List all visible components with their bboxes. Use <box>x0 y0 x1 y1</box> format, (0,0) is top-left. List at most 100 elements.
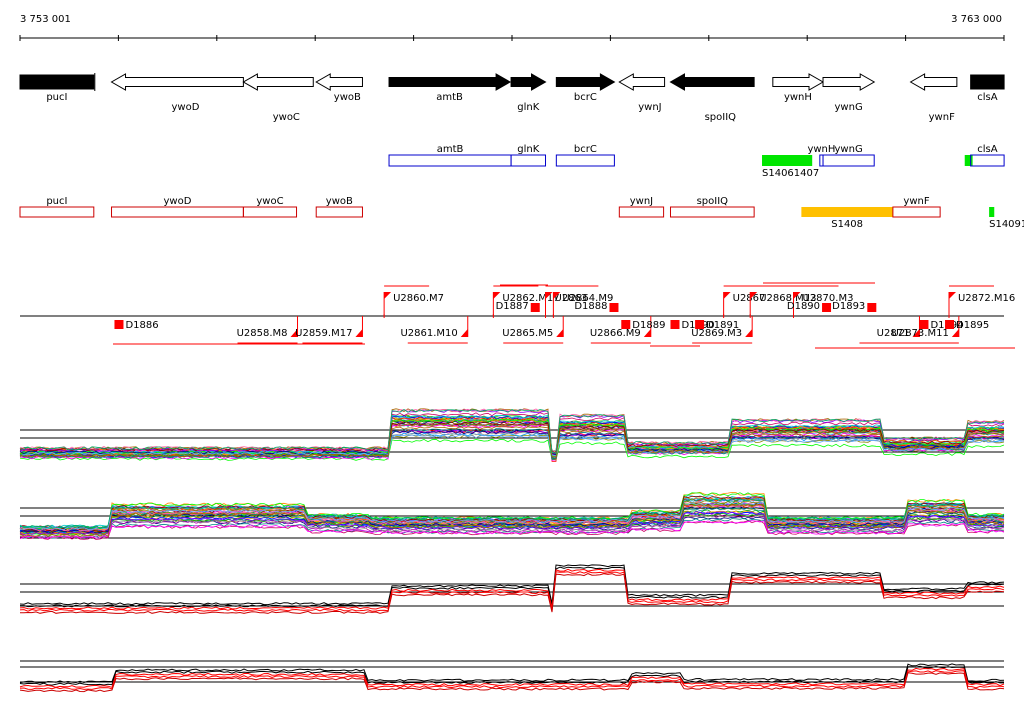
tss-label: U2861.M10 <box>400 328 457 339</box>
operon-box-glnK <box>510 154 547 167</box>
annot-box-pucI <box>19 206 95 218</box>
gene-label-ywoB: ywoB <box>334 92 361 103</box>
tss-label: U2860.M7 <box>393 293 444 304</box>
operon-green-block <box>762 155 813 166</box>
gene-label-ywoC: ywoC <box>273 112 300 123</box>
operon-label-ywnG: ywnG <box>835 144 863 155</box>
profile-panel <box>19 660 1005 693</box>
operon-label-ywnH: ywnH <box>807 144 835 155</box>
gene-label-amtB: amtB <box>436 92 463 103</box>
tss-label: U2858.M8 <box>237 328 288 339</box>
d-marker-label: D1891 <box>706 320 739 331</box>
gene-ywoD <box>110 73 244 91</box>
tss-flag <box>493 292 501 299</box>
d-marker-label: D1887 <box>496 301 529 312</box>
operon-green-block <box>964 155 973 166</box>
annot-orange-block <box>801 207 893 217</box>
d-marker <box>945 320 955 329</box>
annot-box-spoIIQ <box>669 206 755 218</box>
operon-box-clsA <box>970 154 1005 167</box>
gene-ywnH <box>772 73 825 91</box>
expression-trace <box>19 520 1005 540</box>
expression-trace <box>19 409 1005 454</box>
d-marker-label: D1890 <box>787 301 820 312</box>
annot-label-ywoC: ywoC <box>256 196 283 207</box>
d-marker-label: D1895 <box>956 320 989 331</box>
d-marker-label: D1888 <box>574 301 607 312</box>
gene-spoIIQ <box>669 73 755 91</box>
operon-label-clsA: clsA <box>977 144 997 155</box>
d-marker-label: D1893 <box>832 301 865 312</box>
tss-label: U2863 <box>555 293 588 304</box>
expression-trace <box>19 520 1005 540</box>
summary-trace <box>19 568 1005 610</box>
gene-label-pucI: pucI <box>46 92 67 103</box>
gene-label-ywnG: ywnG <box>835 102 863 113</box>
d-marker <box>114 320 124 329</box>
tss-flag <box>553 292 561 299</box>
summary-trace <box>19 665 1004 686</box>
d-marker <box>822 303 832 312</box>
expression-trace <box>19 408 1005 454</box>
tss-label: U2859.M17 <box>295 328 352 339</box>
summary-trace <box>19 670 1005 690</box>
annot-box-ywnJ <box>618 206 665 218</box>
tss-label: U2866.M9 <box>590 328 641 339</box>
annot-box-ywnF <box>892 206 941 218</box>
operon-box-ywnH <box>819 154 824 167</box>
annot-orange-label: S1408 <box>831 219 863 230</box>
gene-ywnF <box>909 73 958 91</box>
gene-ywoB <box>315 73 363 91</box>
annot-label-spoIIQ: spoIIQ <box>697 196 729 207</box>
summary-trace <box>19 663 1005 684</box>
d-marker <box>670 320 680 329</box>
gene-label-ywnJ: ywnJ <box>638 102 661 113</box>
gene-pucI <box>19 74 95 90</box>
gene-glnK <box>510 73 547 91</box>
profile-panel <box>19 408 1005 462</box>
tss-label: U2865.M5 <box>502 328 553 339</box>
tss-flag <box>912 329 920 337</box>
expression-trace <box>19 498 1005 529</box>
ruler-start-label: 3 753 001 <box>20 14 71 25</box>
gene-label-bcrC: bcrC <box>574 92 597 103</box>
operon-box-amtB <box>388 154 512 167</box>
gene-label-ywnH: ywnH <box>784 92 812 103</box>
expression-trace <box>19 503 1005 538</box>
tss-label: U2871 <box>877 328 910 339</box>
gene-track: pucI ywoD ywoC ywoB amtB glnK bcrC ywnJ spoIIQ yw… <box>19 73 1005 123</box>
tss-flag <box>545 292 553 299</box>
gene-label-ywnF: ywnF <box>929 112 955 123</box>
operon-label-glnK: glnK <box>517 144 539 155</box>
d-marker-label: D1886 <box>125 320 158 331</box>
summary-trace <box>20 566 1005 608</box>
expression-panels <box>19 408 1005 693</box>
gene-label-ywoD: ywoD <box>171 102 199 113</box>
gene-label-clsA: clsA <box>977 92 997 103</box>
tss-flag <box>745 329 753 337</box>
annot-green-label: S14091411 <box>989 219 1024 230</box>
tss-flag <box>643 329 651 337</box>
d-marker <box>867 303 877 312</box>
expression-trace <box>19 502 1005 531</box>
gene-ywoC <box>242 73 314 91</box>
expression-trace <box>19 418 1005 457</box>
tss-label: U2870.M3 <box>803 293 854 304</box>
d-marker <box>609 303 619 312</box>
d-marker <box>530 303 540 312</box>
tss-flag <box>290 329 298 337</box>
d-marker-label: D1889 <box>632 320 665 331</box>
tss-flag <box>793 292 801 299</box>
expression-trace <box>19 409 1005 456</box>
summary-trace <box>19 672 1005 693</box>
annot-label-ywoD: ywoD <box>163 196 191 207</box>
tss-flag <box>750 292 758 299</box>
gene-bcrC <box>555 73 616 91</box>
tss-flag <box>723 292 731 299</box>
expression-trace <box>19 503 1005 535</box>
tss-label: U2873.M11 <box>892 328 949 339</box>
gene-label-glnK: glnK <box>517 102 539 113</box>
d-marker <box>621 320 631 329</box>
operon-label-bcrC: bcrC <box>574 144 597 155</box>
